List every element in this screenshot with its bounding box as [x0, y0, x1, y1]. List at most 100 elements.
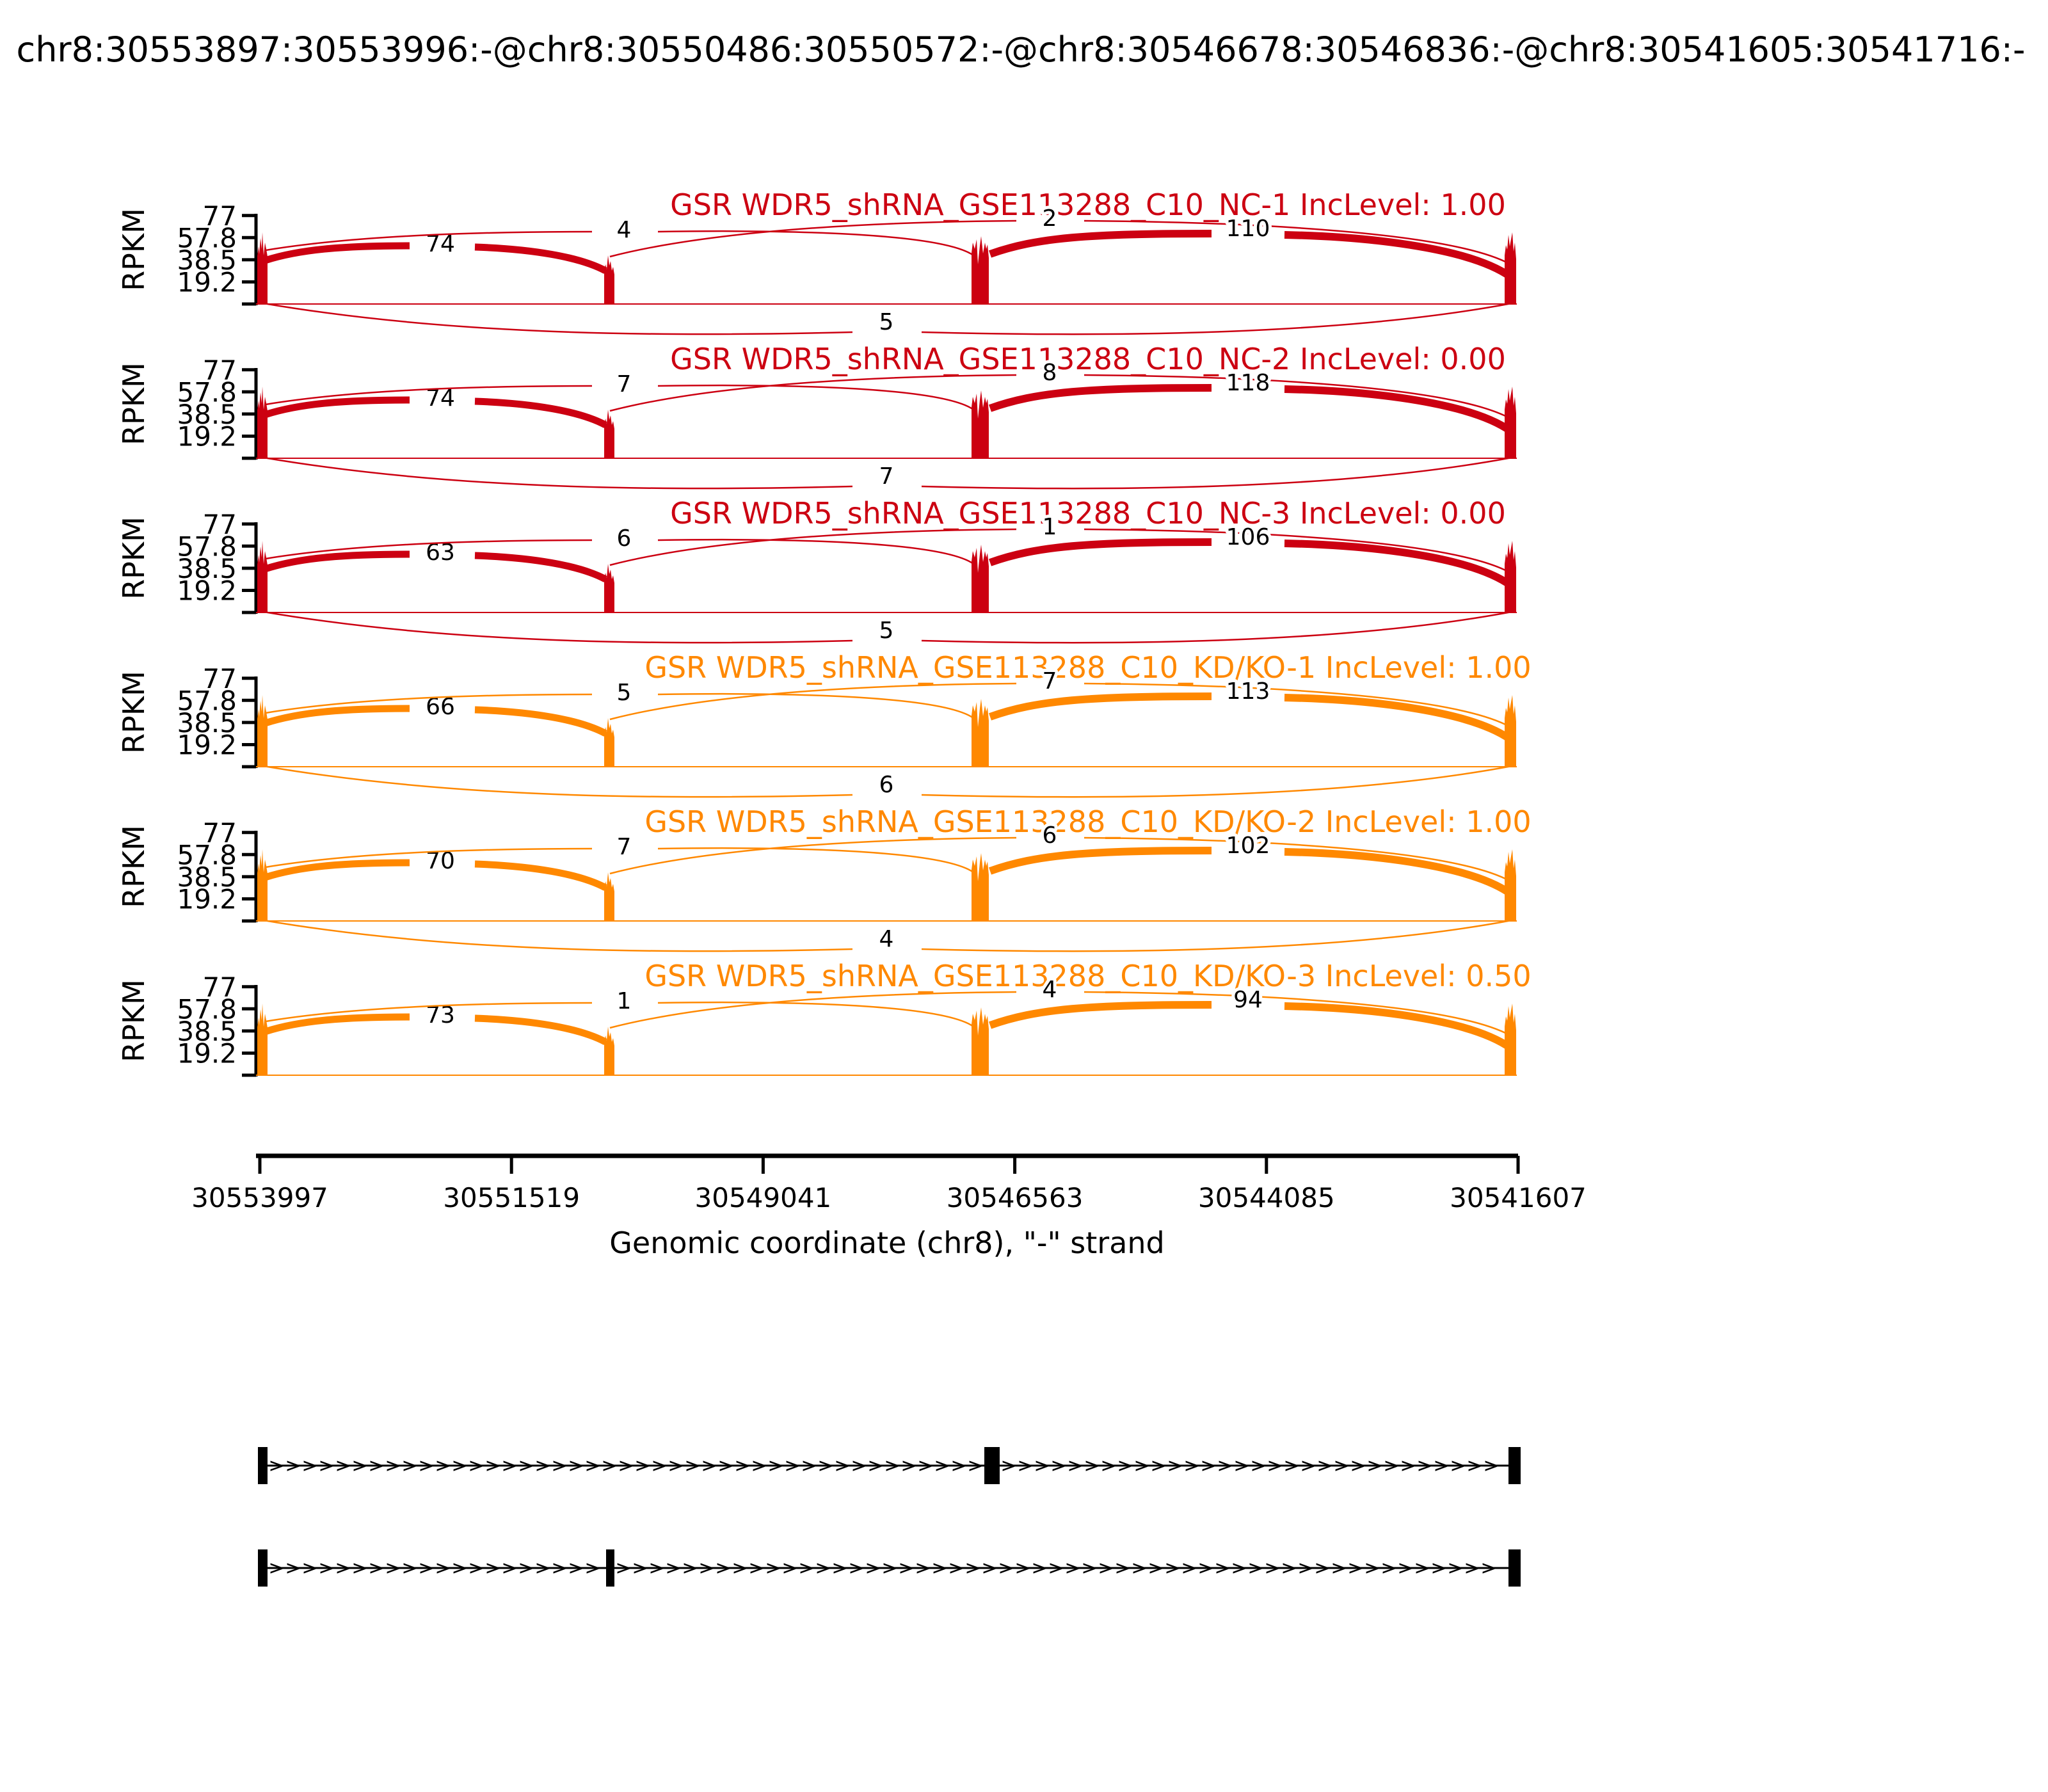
strand-chevron-icon: >: [967, 1455, 983, 1477]
strand-chevron-icon: >: [1231, 1557, 1247, 1580]
junction-count-A_C: 4: [617, 217, 632, 243]
strand-chevron-icon: >: [584, 1455, 600, 1477]
strand-chevron-icon: >: [534, 1455, 550, 1477]
junction-arc-A_D: [263, 456, 853, 490]
junction-arc-A_D: [263, 611, 853, 644]
exon-coverage-A: [257, 849, 268, 921]
junction-arc-A_B: [474, 860, 607, 891]
junction-arc-C_D: [1284, 385, 1514, 435]
junction-arc-A_C: [265, 230, 593, 252]
junction-arc-B_D: [1084, 991, 1511, 1037]
strand-chevron-icon: >: [435, 1455, 451, 1477]
strand-chevron-icon: >: [1281, 1557, 1297, 1580]
junction-arc-A_B: [264, 550, 410, 573]
strand-chevron-icon: >: [698, 1557, 714, 1580]
strand-chevron-icon: >: [1400, 1455, 1416, 1477]
strand-chevron-icon: >: [301, 1455, 317, 1477]
junction-arc-B_D: [1084, 682, 1511, 728]
strand-chevron-icon: >: [1297, 1557, 1313, 1580]
rpkm-tick-label: 38.5: [177, 1016, 237, 1047]
strand-chevron-icon: >: [817, 1455, 833, 1477]
junction-arc-B_D: [609, 374, 1017, 412]
junction-arc-C_D: [988, 1001, 1212, 1029]
strand-chevron-icon: >: [767, 1455, 783, 1477]
strand-chevron-icon: >: [1114, 1557, 1130, 1580]
exon-coverage-B: [604, 410, 614, 458]
strand-chevron-icon: >: [1466, 1455, 1482, 1477]
junction-arc-C_D: [988, 847, 1212, 875]
junction-arc-B_D: [609, 991, 1017, 1029]
strand-chevron-icon: >: [401, 1557, 417, 1580]
strand-chevron-icon: >: [368, 1455, 384, 1477]
junction-count-B_D: 8: [1043, 360, 1057, 386]
junction-arc-A_D: [263, 765, 853, 798]
rpkm-tick-label: 38.5: [177, 707, 237, 739]
strand-chevron-icon: >: [1314, 1557, 1330, 1580]
strand-chevron-icon: >: [1350, 1455, 1366, 1477]
junction-arc-C_D: [988, 538, 1212, 566]
strand-chevron-icon: >: [748, 1557, 764, 1580]
strand-chevron-icon: >: [1131, 1557, 1147, 1580]
junction-arc-A_B: [264, 396, 410, 419]
junction-arc-A_C: [265, 693, 593, 714]
strand-chevron-icon: >: [584, 1557, 600, 1580]
junction-arc-B_D: [609, 528, 1017, 566]
strand-chevron-icon: >: [1084, 1455, 1100, 1477]
strand-chevron-icon: >: [881, 1557, 897, 1580]
junction-arc-A_B: [474, 706, 607, 737]
strand-chevron-icon: >: [601, 1455, 617, 1477]
junction-count-A_B: 66: [426, 694, 455, 720]
strand-chevron-icon: >: [1347, 1557, 1363, 1580]
rpkm-tick-label: 77: [203, 355, 237, 386]
rpkm-tick-label: 57.8: [177, 222, 237, 253]
track-title: GSR WDR5_shRNA_GSE113288_C10_NC-3 IncLev…: [670, 496, 1506, 531]
strand-chevron-icon: >: [1283, 1455, 1299, 1477]
transcript-exon-A: [258, 1549, 268, 1587]
strand-chevron-icon: >: [867, 1455, 883, 1477]
strand-chevron-icon: >: [285, 1557, 301, 1580]
junction-arc-C_D: [988, 230, 1212, 258]
strand-chevron-icon: >: [1380, 1557, 1396, 1580]
exon-coverage-A: [257, 541, 268, 612]
strand-chevron-icon: >: [732, 1557, 748, 1580]
strand-chevron-icon: >: [1031, 1557, 1047, 1580]
exon-coverage-C: [972, 699, 989, 767]
strand-chevron-icon: >: [1247, 1557, 1263, 1580]
strand-chevron-icon: >: [1167, 1455, 1183, 1477]
strand-chevron-icon: >: [717, 1455, 733, 1477]
exon-coverage-C: [972, 390, 989, 458]
junction-count-C_D: 118: [1226, 370, 1270, 396]
junction-arc-C_D: [988, 692, 1212, 721]
junction-count-A_D: 6: [879, 772, 894, 798]
sashimi-track-3: GSR WDR5_shRNA_GSE113288_C10_NC-3 IncLev…: [116, 496, 1517, 647]
junction-arc-C_D: [1284, 231, 1514, 280]
strand-chevron-icon: >: [915, 1557, 931, 1580]
junction-count-B_D: 1: [1043, 514, 1057, 540]
strand-chevron-icon: >: [385, 1557, 401, 1580]
strand-chevron-icon: >: [1000, 1455, 1016, 1477]
strand-chevron-icon: >: [318, 1455, 334, 1477]
junction-count-C_D: 110: [1226, 216, 1270, 242]
strand-chevron-icon: >: [1034, 1455, 1050, 1477]
genomic-tick-label: 30553997: [191, 1182, 328, 1213]
junction-arc-C_D: [1284, 694, 1514, 743]
exon-coverage-A: [257, 387, 268, 458]
strand-chevron-icon: >: [1333, 1455, 1349, 1477]
exon-coverage-B: [604, 564, 614, 612]
strand-chevron-icon: >: [351, 1455, 367, 1477]
strand-chevron-icon: >: [998, 1557, 1014, 1580]
strand-chevron-icon: >: [1217, 1455, 1233, 1477]
track-title: GSR WDR5_shRNA_GSE113288_C10_KD/KO-1 Inc…: [644, 650, 1531, 685]
junction-count-C_D: 106: [1226, 524, 1270, 550]
junction-count-C_D: 94: [1233, 987, 1263, 1013]
strand-chevron-icon: >: [268, 1557, 284, 1580]
strand-chevron-icon: >: [1364, 1557, 1380, 1580]
strand-chevron-icon: >: [468, 1557, 484, 1580]
rpkm-tick-label: 77: [203, 200, 237, 232]
rpkm-axis-title: RPKM: [116, 362, 151, 445]
rpkm-axis-title: RPKM: [116, 671, 151, 754]
strand-chevron-icon: >: [1264, 1557, 1280, 1580]
rpkm-tick-label: 77: [203, 509, 237, 540]
transcript-1: > > > > > > > > > > > > > > > > > > > > > > > > > > > > > > > > > > > > > > > >…: [258, 1447, 1521, 1484]
strand-chevron-icon: >: [1416, 1455, 1432, 1477]
